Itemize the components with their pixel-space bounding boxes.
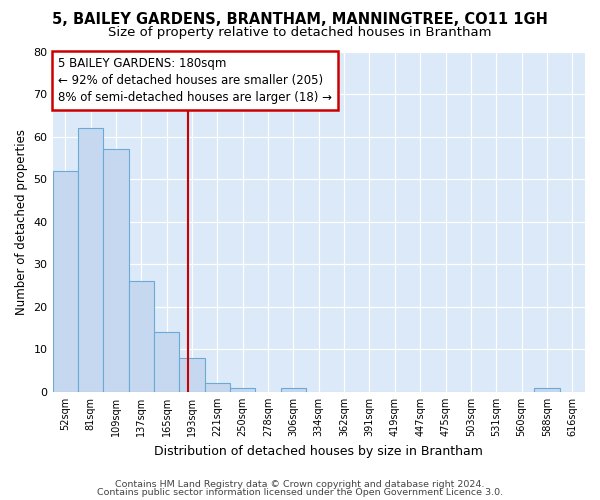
Y-axis label: Number of detached properties: Number of detached properties <box>15 128 28 314</box>
Bar <box>103 150 128 392</box>
Text: Size of property relative to detached houses in Brantham: Size of property relative to detached ho… <box>108 26 492 39</box>
Bar <box>281 388 306 392</box>
Bar <box>78 128 103 392</box>
Text: Contains HM Land Registry data © Crown copyright and database right 2024.: Contains HM Land Registry data © Crown c… <box>115 480 485 489</box>
Bar <box>205 384 230 392</box>
Text: 5, BAILEY GARDENS, BRANTHAM, MANNINGTREE, CO11 1GH: 5, BAILEY GARDENS, BRANTHAM, MANNINGTREE… <box>52 12 548 28</box>
Text: Contains public sector information licensed under the Open Government Licence 3.: Contains public sector information licen… <box>97 488 503 497</box>
Bar <box>179 358 205 392</box>
Bar <box>53 170 78 392</box>
Text: 5 BAILEY GARDENS: 180sqm
← 92% of detached houses are smaller (205)
8% of semi-d: 5 BAILEY GARDENS: 180sqm ← 92% of detach… <box>58 56 332 104</box>
Bar <box>534 388 560 392</box>
Bar <box>230 388 256 392</box>
Bar <box>154 332 179 392</box>
Bar <box>128 282 154 392</box>
X-axis label: Distribution of detached houses by size in Brantham: Distribution of detached houses by size … <box>154 444 483 458</box>
